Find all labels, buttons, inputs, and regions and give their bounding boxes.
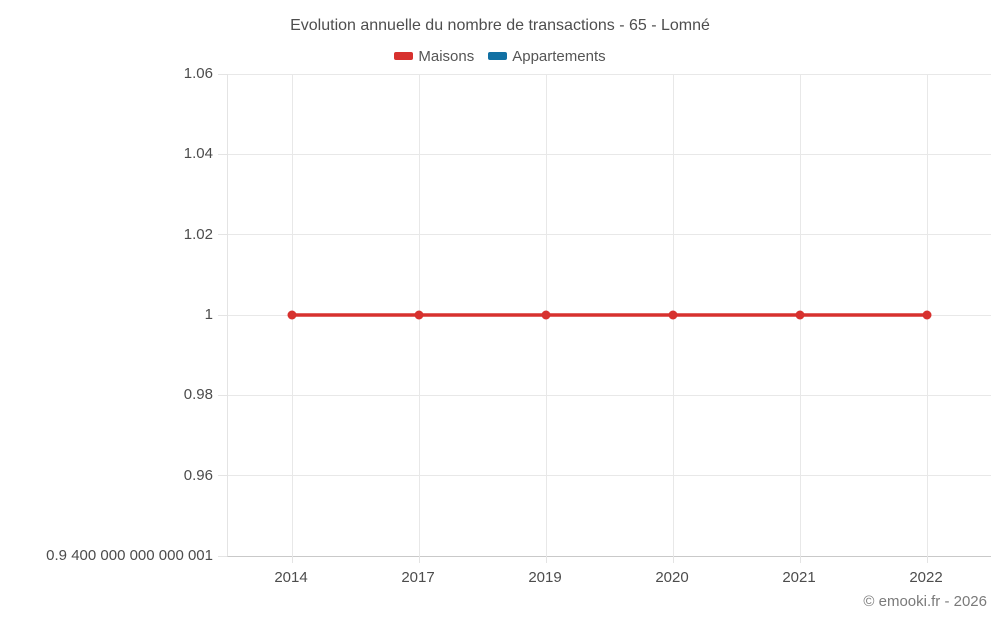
chart-title: Evolution annuelle du nombre de transact… [290, 17, 710, 34]
legend-item-appartements: Appartements [488, 47, 606, 65]
x-axis-tick [418, 556, 420, 563]
maisons-legend-swatch [394, 52, 414, 60]
gridline-horizontal [228, 475, 991, 477]
x-axis-tick [672, 556, 674, 563]
data-point-maisons-2014[interactable] [287, 310, 297, 320]
y-axis-tick [218, 234, 227, 236]
x-axis-tick-label: 2021 [782, 569, 816, 586]
legend-item-maisons: Maisons [394, 48, 474, 65]
y-axis-tick [218, 555, 227, 557]
plot-area [218, 74, 991, 563]
data-point-maisons-2022[interactable] [922, 310, 932, 320]
y-axis-tick-label: 1.04 [183, 145, 213, 163]
data-point-maisons-2019[interactable] [541, 310, 551, 320]
chart-legend: Maisons Appartements [0, 45, 1000, 67]
y-axis-tick [218, 314, 227, 316]
x-axis-tick [291, 556, 293, 563]
maisons-legend-label: Maisons [418, 47, 475, 65]
y-axis-tick-label: 1 [204, 306, 213, 323]
data-point-maisons-2017[interactable] [414, 310, 424, 320]
gridline-horizontal [228, 234, 991, 236]
appartements-legend-label: Appartements [512, 47, 606, 65]
y-axis-tick [218, 475, 227, 477]
data-point-maisons-2021[interactable] [795, 310, 805, 320]
x-axis-tick-label: 2019 [528, 569, 562, 586]
x-axis-tick [545, 556, 547, 563]
x-axis-tick-label: 2020 [655, 569, 689, 586]
x-axis-tick [926, 556, 928, 563]
y-axis-tick [218, 74, 227, 75]
series-layer [287, 310, 932, 320]
x-axis-tick-label: 2017 [401, 569, 435, 586]
y-axis-tick [218, 394, 227, 396]
gridline-horizontal [228, 153, 991, 155]
x-axis-tick [799, 556, 801, 563]
y-axis-tick-label: 0.96 [183, 466, 213, 484]
x-axis-tick-label: 2014 [274, 569, 308, 586]
y-axis-tick-label: 1.02 [183, 225, 213, 243]
x-axis-tick-label: 2022 [909, 569, 943, 586]
gridline-horizontal [228, 394, 991, 396]
y-axis-tick-label: 0.9 400 000 000 000 001 [46, 547, 213, 564]
appartements-legend-swatch [488, 52, 508, 60]
y-axis-tick [218, 153, 227, 155]
y-axis-tick-label: 0.98 [183, 386, 213, 404]
copyright-credit: © emooki.fr - 2026 [863, 593, 987, 610]
data-point-maisons-2020[interactable] [668, 310, 678, 320]
y-axis-tick-label: 1.06 [183, 65, 213, 82]
gridline-horizontal [228, 74, 991, 75]
